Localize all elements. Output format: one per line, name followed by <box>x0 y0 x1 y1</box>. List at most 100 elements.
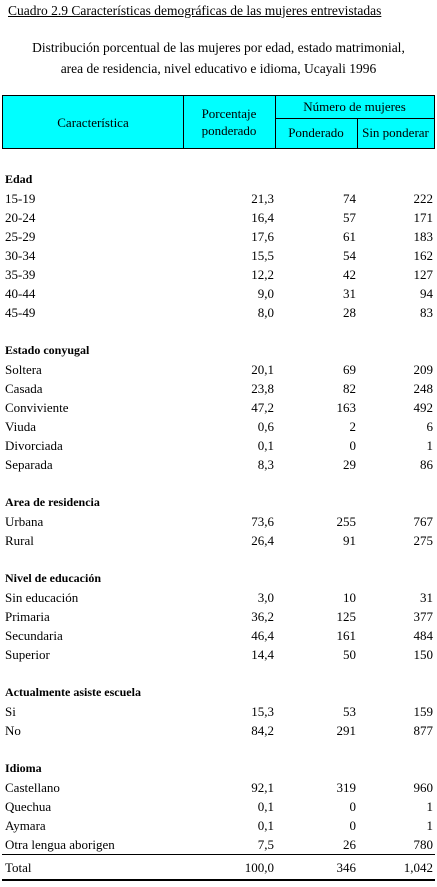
table-row: 25-29 17,6 61 183 <box>0 227 437 246</box>
total-label: Total <box>5 860 32 875</box>
row-label: Primaria <box>5 609 50 624</box>
row-porcentaje: 84,2 <box>251 723 274 738</box>
row-label: Sin educación <box>5 590 79 605</box>
row-ponderado: 255 <box>336 514 357 529</box>
row-ponderado: 0 <box>349 799 357 814</box>
row-label: Casada <box>5 381 43 396</box>
table-row: Rural 26,4 91 275 <box>0 531 437 550</box>
row-sin-ponderar: 377 <box>413 609 434 624</box>
row-sin-ponderar: 171 <box>413 210 434 225</box>
section-header: Actualmente asiste escuela <box>0 683 437 702</box>
row-porcentaje: 8,3 <box>257 457 274 472</box>
table-row: Viuda 0,6 2 6 <box>0 417 437 436</box>
row-label: No <box>5 723 21 738</box>
row-label: Otra lengua aborigen <box>5 837 115 852</box>
row-sin-ponderar: 1 <box>426 438 434 453</box>
row-porcentaje: 17,6 <box>251 229 274 244</box>
row-ponderado: 82 <box>343 381 356 396</box>
row-label: Urbana <box>5 514 44 529</box>
row-ponderado: 69 <box>343 362 356 377</box>
row-label: Separada <box>5 457 53 472</box>
row-porcentaje: 73,6 <box>251 514 274 529</box>
row-porcentaje: 26,4 <box>251 533 274 548</box>
row-label: 35-39 <box>5 267 36 282</box>
row-sin-ponderar: 275 <box>413 533 434 548</box>
section-label: Actualmente asiste escuela <box>5 685 141 699</box>
table-row: 45-49 8,0 28 83 <box>0 303 437 322</box>
header-porcentaje-line1: Porcentaje <box>201 106 257 121</box>
row-ponderado: 91 <box>343 533 356 548</box>
section-label: Nivel de educación <box>5 571 101 585</box>
header-caracteristica: Característica <box>57 115 129 130</box>
row-label: Soltera <box>5 362 42 377</box>
row-ponderado: 319 <box>336 780 357 795</box>
table-row: 20-24 16,4 57 171 <box>0 208 437 227</box>
row-sin-ponderar: 83 <box>420 305 433 320</box>
header-divider <box>357 119 358 148</box>
row-label: Si <box>5 704 16 719</box>
row-sin-ponderar: 1 <box>426 818 434 833</box>
row-ponderado: 42 <box>343 267 356 282</box>
total-porcentaje: 100,0 <box>244 860 274 875</box>
section-label: Edad <box>5 172 33 186</box>
row-sin-ponderar: 248 <box>413 381 434 396</box>
row-sin-ponderar: 162 <box>413 248 434 263</box>
row-ponderado: 53 <box>343 704 356 719</box>
section-header: Estado conyugal <box>0 341 437 360</box>
row-label: Viuda <box>5 419 36 434</box>
row-label: Superior <box>5 647 50 662</box>
row-porcentaje: 0,1 <box>257 438 274 453</box>
row-ponderado: 125 <box>336 609 357 624</box>
row-label: Rural <box>5 533 34 548</box>
row-sin-ponderar: 492 <box>413 400 434 415</box>
total-divider <box>2 854 435 855</box>
row-ponderado: 29 <box>343 457 356 472</box>
row-sin-ponderar: 222 <box>413 191 434 206</box>
row-label: 20-24 <box>5 210 36 225</box>
row-label: Castellano <box>5 780 60 795</box>
table-row: Superior 14,4 50 150 <box>0 645 437 664</box>
row-porcentaje: 46,4 <box>251 628 274 643</box>
row-ponderado: 74 <box>343 191 356 206</box>
table-row: Otra lengua aborigen 7,5 26 780 <box>0 835 437 854</box>
row-sin-ponderar: 127 <box>413 267 434 282</box>
row-porcentaje: 12,2 <box>251 267 274 282</box>
row-label: Aymara <box>5 818 46 833</box>
row-ponderado: 161 <box>336 628 357 643</box>
table-row: Divorciada 0,1 0 1 <box>0 436 437 455</box>
row-porcentaje: 3,0 <box>257 590 274 605</box>
row-sin-ponderar: 86 <box>420 457 433 472</box>
section-label: Area de residencia <box>5 495 100 509</box>
row-porcentaje: 15,3 <box>251 704 274 719</box>
row-label: Divorciada <box>5 438 63 453</box>
row-porcentaje: 0,1 <box>257 818 274 833</box>
row-ponderado: 61 <box>343 229 356 244</box>
row-ponderado: 26 <box>343 837 356 852</box>
header-sin-ponderar: Sin ponderar <box>362 125 429 140</box>
table-row: 30-34 15,5 54 162 <box>0 246 437 265</box>
total-ponderado: 346 <box>336 860 357 875</box>
row-sin-ponderar: 6 <box>426 419 434 434</box>
section-label: Estado conyugal <box>5 343 90 357</box>
row-label: Secundaria <box>5 628 63 643</box>
row-sin-ponderar: 209 <box>413 362 434 377</box>
table-row: Primaria 36,2 125 377 <box>0 607 437 626</box>
header-divider <box>275 118 434 119</box>
row-porcentaje: 7,5 <box>257 837 274 852</box>
row-ponderado: 0 <box>349 818 357 833</box>
table-row: Separada 8,3 29 86 <box>0 455 437 474</box>
table-row: No 84,2 291 877 <box>0 721 437 740</box>
table-row: 40-44 9,0 31 94 <box>0 284 437 303</box>
header-divider <box>183 96 184 148</box>
row-sin-ponderar: 960 <box>413 780 434 795</box>
row-ponderado: 10 <box>343 590 356 605</box>
table-row: Conviviente 47,2 163 492 <box>0 398 437 417</box>
row-sin-ponderar: 484 <box>413 628 434 643</box>
table-row: Quechua 0,1 0 1 <box>0 797 437 816</box>
row-sin-ponderar: 780 <box>413 837 434 852</box>
total-sin-ponderar: 1,042 <box>403 860 433 875</box>
row-label: 15-19 <box>5 191 36 206</box>
table-row: Soltera 20,1 69 209 <box>0 360 437 379</box>
header-numero-mujeres: Número de mujeres <box>303 99 406 114</box>
row-porcentaje: 16,4 <box>251 210 274 225</box>
